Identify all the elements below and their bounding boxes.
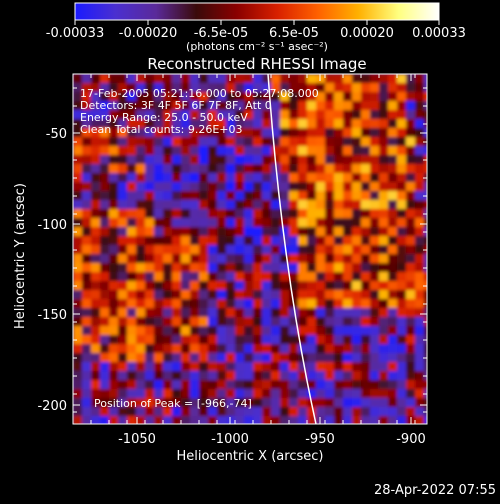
x-tick-label: -900 xyxy=(396,432,426,447)
solar-image xyxy=(73,74,427,424)
colorbar-tick-label: -6.5e-05 xyxy=(194,26,249,41)
colorbar-gradient xyxy=(74,2,440,21)
axis-ticks xyxy=(73,74,427,424)
y-tick-label: -50 xyxy=(46,127,67,142)
y-tick-label: -200 xyxy=(37,399,67,414)
y-tick-label: -150 xyxy=(37,308,67,323)
x-tick-labels: -1050 -1000 -950 -900 xyxy=(118,432,426,447)
info-energy-range: Energy Range: 25.0 - 50.0 keV xyxy=(80,111,248,124)
render-timestamp: 28-Apr-2022 07:55 xyxy=(374,483,496,498)
colorbar-tick-labels: -0.00033 -0.00020 -6.5e-05 6.5e-05 0.000… xyxy=(46,26,466,41)
solar-limb-line xyxy=(267,74,317,424)
info-total-counts: Clean Total counts: 9.26E+03 xyxy=(80,123,243,136)
peak-position-label: Position of Peak = [-966,-74] xyxy=(94,397,252,410)
colorbar-units-label: (photons cm⁻² s⁻¹ asec⁻²) xyxy=(186,40,328,53)
x-axis-label: Heliocentric X (arcsec) xyxy=(177,449,324,464)
info-detectors: Detectors: 3F 4F 5F 6F 7F 8F, Att 0 xyxy=(80,99,272,112)
image-pixels xyxy=(73,74,427,424)
colorbar-tick-label: 0.00020 xyxy=(340,26,394,41)
x-tick-label: -950 xyxy=(305,432,335,447)
x-tick-label: -1000 xyxy=(211,432,249,447)
colorbar-ticks xyxy=(74,20,440,25)
y-tick-labels: -50 -100 -150 -200 xyxy=(37,127,67,414)
colorbar-tick-label: 6.5e-05 xyxy=(269,26,319,41)
info-time-range: 17-Feb-2005 05:21:16.000 to 05:27:08.000 xyxy=(80,87,319,100)
plot-frame xyxy=(72,73,428,425)
colorbar-tick-label: -0.00020 xyxy=(119,26,177,41)
plot-title: Reconstructed RHESSI Image xyxy=(147,55,366,73)
image-info: 17-Feb-2005 05:21:16.000 to 05:27:08.000… xyxy=(80,87,319,410)
y-axis-label: Heliocentric Y (arcsec) xyxy=(13,183,28,329)
colorbar: -0.00033 -0.00020 -6.5e-05 6.5e-05 0.000… xyxy=(46,2,466,53)
y-tick-label: -100 xyxy=(37,218,67,233)
colorbar-tick-label: -0.00033 xyxy=(46,26,104,41)
x-tick-label: -1050 xyxy=(118,432,156,447)
colorbar-tick-label: 0.00033 xyxy=(412,26,466,41)
